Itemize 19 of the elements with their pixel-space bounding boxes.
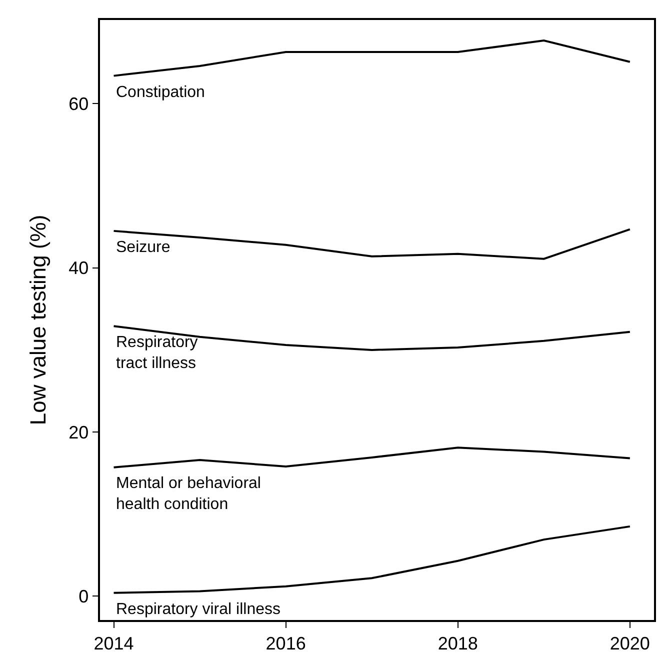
series-label: Seizure bbox=[116, 239, 170, 256]
x-tick-label: 2018 bbox=[438, 633, 478, 654]
series-label: Mental or behavioral health condition bbox=[116, 475, 261, 513]
y-axis-title: Low value testing (%) bbox=[26, 214, 50, 426]
series-label: Respiratory tract illness bbox=[116, 334, 198, 372]
x-tick-label: 2014 bbox=[94, 633, 134, 654]
series-label: Constipation bbox=[116, 84, 205, 101]
y-tick-label: 40 bbox=[68, 258, 89, 278]
line-series bbox=[112, 525, 631, 594]
x-tick-label: 2016 bbox=[266, 633, 306, 654]
series-label: Respiratory viral illness bbox=[116, 601, 280, 618]
line-series bbox=[112, 228, 631, 260]
x-tick-label: 2020 bbox=[610, 633, 650, 654]
line-series bbox=[112, 40, 631, 77]
y-tick-label: 0 bbox=[78, 586, 89, 606]
line-series bbox=[112, 325, 631, 351]
line-series bbox=[112, 446, 631, 468]
y-tick-label: 20 bbox=[68, 422, 89, 442]
y-tick-label: 60 bbox=[68, 94, 89, 114]
